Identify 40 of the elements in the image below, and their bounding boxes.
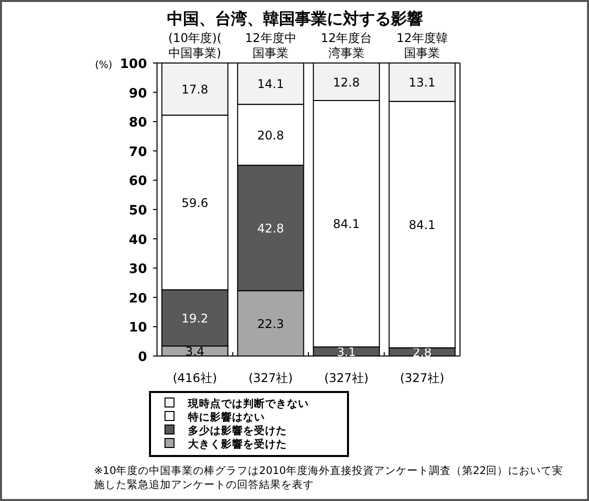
data-label: 22.3 — [257, 316, 284, 331]
y-tick-label: 0 — [138, 350, 147, 365]
y-tick-label: 50 — [128, 204, 147, 218]
y-tick-label: 70 — [128, 144, 147, 160]
text: (327社) — [324, 371, 369, 385]
y-tick-label: 30 — [128, 262, 147, 278]
data-label: 14.1 — [257, 77, 284, 92]
data-label: 20.8 — [257, 128, 284, 142]
y-tick-label: 90 — [128, 86, 147, 102]
legend-label: 現時点では判断できない — [187, 397, 309, 410]
y-tick-label: 10 — [128, 320, 147, 336]
data-label: 12.8 — [333, 75, 360, 90]
data-label: 13.1 — [408, 76, 436, 90]
text: ※10年度の中国事業の棒グラフは2010年度海外直接投資アンケート調査（第22回）において実施した緊急追加アンケートの回答結果を表す — [94, 464, 564, 491]
data-label: 84.1 — [408, 218, 436, 232]
chart-title: 中国、台湾、韓国事業に対する影響 — [167, 9, 423, 28]
x-tick-label: 12年度韓国事業 — [396, 31, 448, 60]
legend-label: 多少は影響を受けた — [188, 424, 287, 437]
text: (416社) — [172, 371, 218, 385]
data-label: 3.4 — [185, 344, 204, 359]
y-axis-title: (%) — [95, 60, 112, 71]
data-label: 42.8 — [257, 221, 284, 236]
y-tick-label: 60 — [128, 174, 147, 190]
text: (327社) — [248, 371, 293, 385]
y-tick-label: 20 — [128, 291, 147, 306]
y-tick-label: 100 — [120, 57, 147, 72]
data-label: 19.2 — [182, 311, 208, 326]
x-tick-label: (10年度)(中国事業) — [168, 31, 222, 60]
legend-label: 特に影響はない — [187, 410, 265, 424]
text: (327社) — [400, 371, 444, 385]
data-label: 59.6 — [182, 196, 208, 210]
data-label: 2.8 — [412, 345, 432, 360]
x-tick-label: 12年度台湾事業 — [320, 31, 372, 60]
y-tick-label: 80 — [128, 116, 147, 131]
data-label: 17.8 — [182, 82, 208, 97]
x-tick-label: 12年度中国事業 — [244, 31, 296, 60]
legend-label: 大きく影響を受けた — [188, 438, 287, 450]
y-tick-label: 40 — [128, 232, 147, 248]
data-label: 84.1 — [333, 217, 360, 232]
data-label: 3.1 — [336, 344, 356, 359]
